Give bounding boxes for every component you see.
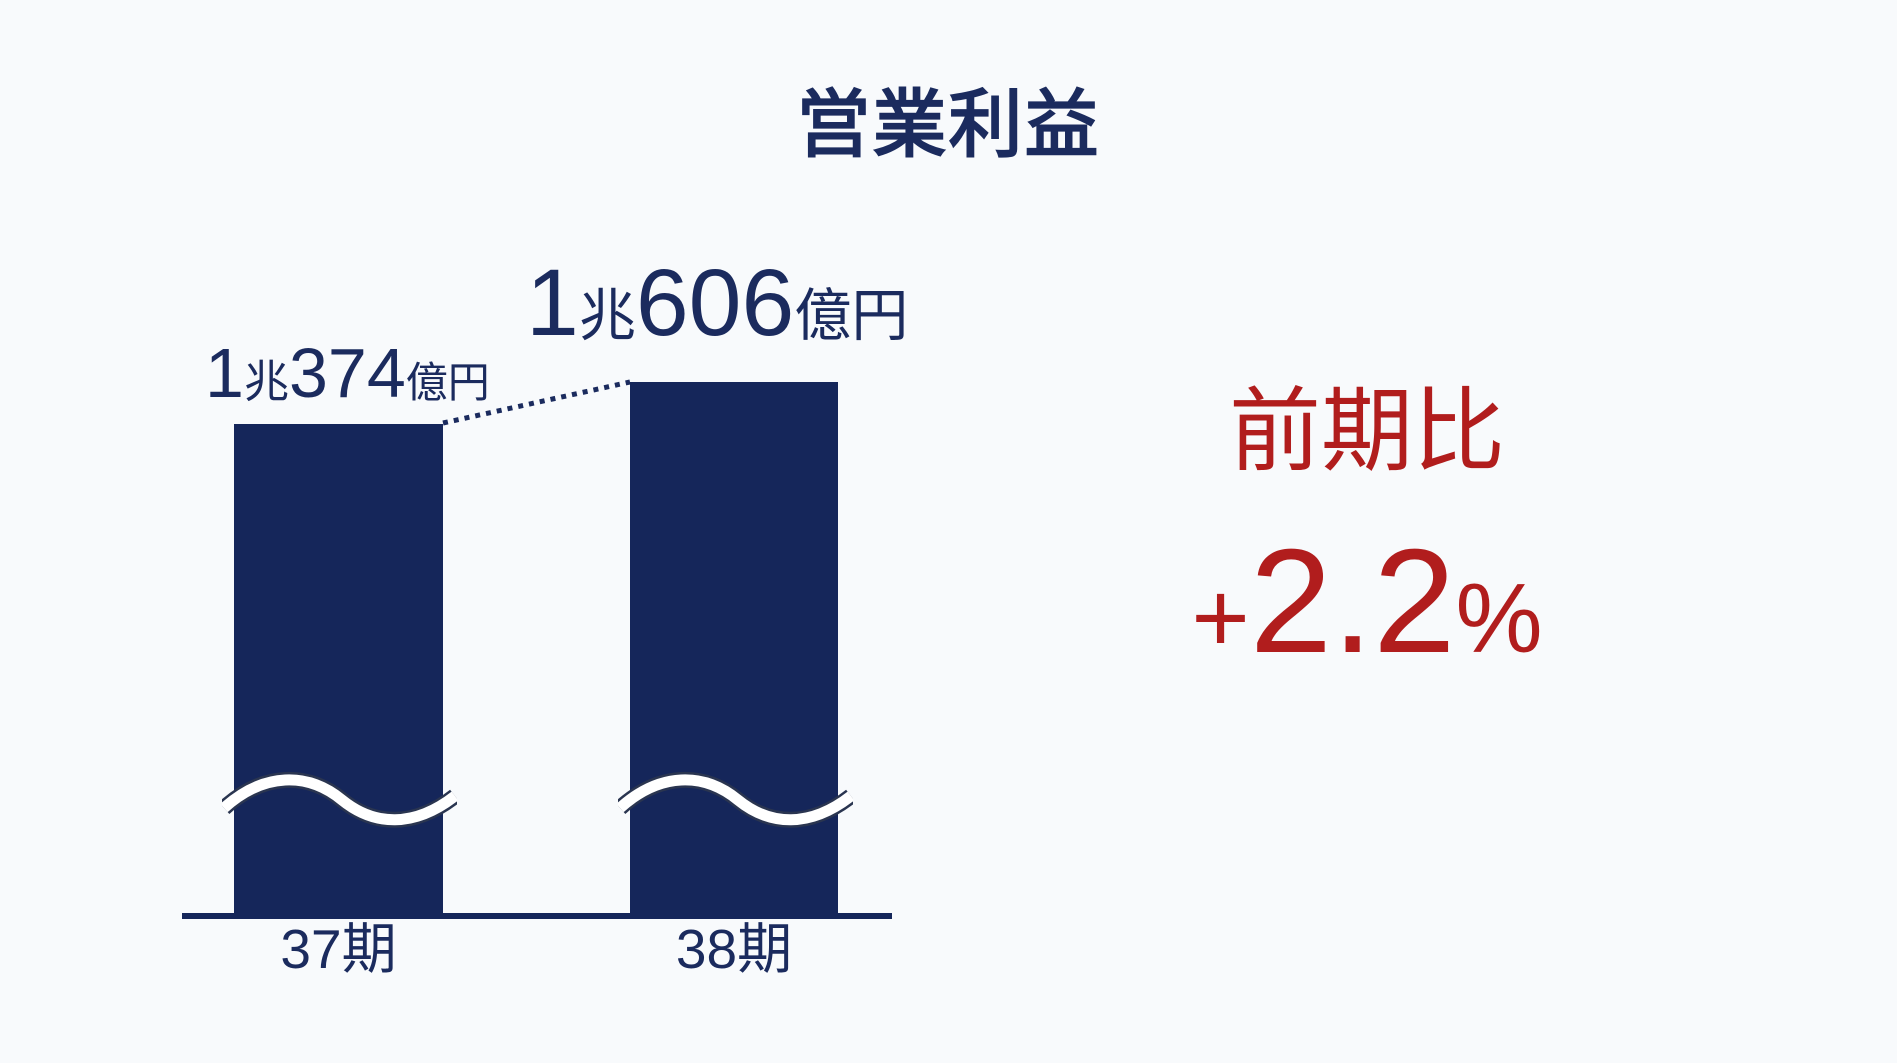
- bar1-unit-trillion: 兆: [243, 356, 289, 407]
- axis-break-wave-icon: [222, 772, 457, 828]
- axis-break-wave-icon: [618, 772, 853, 828]
- x-axis-line: [182, 913, 892, 919]
- x-axis-label-38th: 38期: [675, 918, 793, 980]
- comparison-value: +2.2%: [1117, 528, 1617, 676]
- connector-dotted-line: [442, 379, 631, 426]
- bar1-unit-hundred-million-yen: 億円: [405, 359, 490, 406]
- bar1-value-label: 1 兆 374 億円: [205, 338, 490, 408]
- bar2-unit-trillion: 兆: [578, 284, 636, 348]
- bar-37th-period: [234, 424, 443, 914]
- bar1-value-number: 1: [205, 334, 244, 412]
- bar2-value-label: 1 兆 606 億円: [526, 256, 908, 351]
- bar2-value-number-2: 606: [635, 250, 795, 356]
- comparison-number: 2.2: [1249, 519, 1456, 684]
- chart-title: 営業利益: [796, 83, 1101, 166]
- bar2-value-number: 1: [526, 250, 579, 356]
- comparison-label: 前期比: [1228, 381, 1505, 483]
- comparison-sign: +: [1191, 562, 1250, 674]
- comparison-percent-sign: %: [1455, 563, 1543, 673]
- x-axis-label-37th: 37期: [280, 918, 397, 980]
- bar1-value-number-2: 374: [288, 334, 406, 412]
- bar2-unit-hundred-million-yen: 億円: [794, 284, 909, 348]
